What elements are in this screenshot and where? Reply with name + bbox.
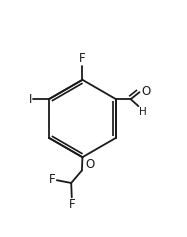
Text: O: O	[141, 85, 150, 98]
Text: F: F	[49, 173, 56, 186]
Text: I: I	[29, 93, 32, 106]
Text: F: F	[79, 52, 86, 65]
Text: O: O	[85, 158, 94, 171]
Text: H: H	[139, 107, 147, 117]
Text: F: F	[68, 198, 75, 211]
